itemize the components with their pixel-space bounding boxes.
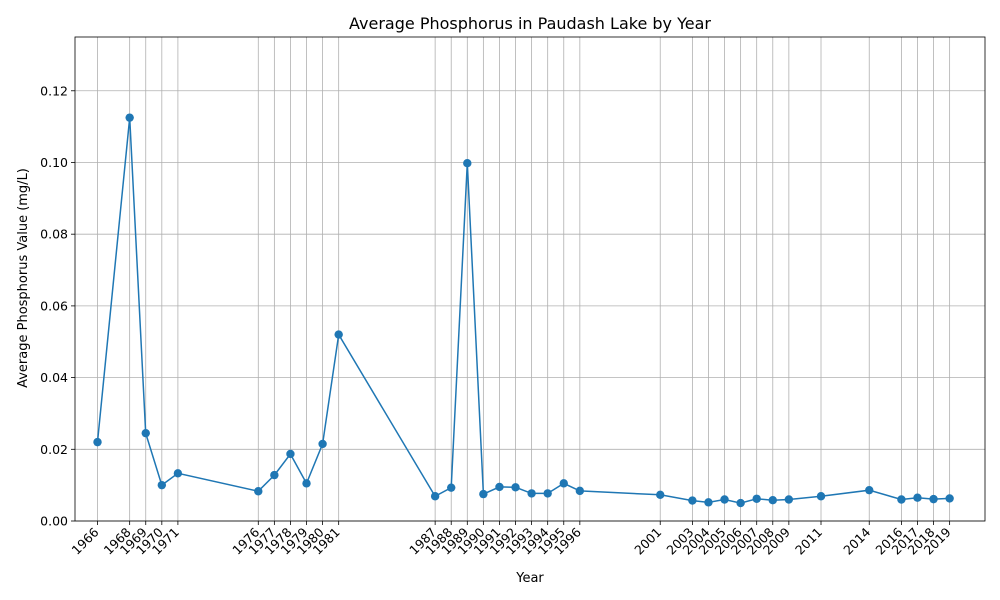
data-point <box>286 449 295 459</box>
data-point <box>736 498 745 508</box>
y-tick-label: 0.10 <box>40 155 68 170</box>
data-point <box>254 487 263 496</box>
data-point <box>430 492 440 501</box>
data-point <box>527 489 536 498</box>
data-point <box>334 330 343 339</box>
x-tick-label: 2001 <box>631 525 664 558</box>
data-point <box>656 490 665 500</box>
data-point <box>447 483 456 492</box>
chart-title: Average Phosphorus in Paudash Lake by Ye… <box>349 14 711 33</box>
x-tick-label: 2011 <box>792 525 825 558</box>
data-point <box>157 480 167 490</box>
data-point <box>141 428 150 438</box>
data-point <box>897 495 906 504</box>
y-tick-label: 0.08 <box>40 227 68 242</box>
data-point <box>816 492 826 501</box>
data-point <box>543 489 552 498</box>
x-axis-label: Year <box>515 571 544 586</box>
x-tick-label: 2014 <box>840 524 873 557</box>
data-point <box>511 483 520 492</box>
y-axis-label: Average Phosphorus Value (mg/L) <box>16 168 31 388</box>
x-tick-label: 1966 <box>69 524 102 557</box>
grid-lines <box>75 37 985 522</box>
data-point <box>173 469 183 478</box>
data-point <box>688 496 697 505</box>
y-tick-label: 0.02 <box>40 442 68 457</box>
data-point <box>865 485 874 495</box>
data-point <box>575 486 585 496</box>
data-point <box>559 479 568 488</box>
data-point <box>463 158 472 168</box>
data-point <box>913 493 922 502</box>
y-tick-label: 0.06 <box>40 298 68 313</box>
plot-frame <box>74 36 986 522</box>
data-point <box>768 496 777 505</box>
data-point <box>752 494 761 503</box>
data-point <box>479 489 488 499</box>
data-point <box>93 437 102 447</box>
data-point <box>784 495 794 504</box>
data-point <box>720 495 729 504</box>
data-point <box>302 479 311 488</box>
data-point <box>125 113 134 122</box>
data-point <box>270 470 279 480</box>
data-point <box>945 494 954 503</box>
data-point <box>318 439 327 449</box>
data-point <box>704 498 713 507</box>
data-markers <box>93 113 954 508</box>
data-point <box>495 482 504 492</box>
y-axis-ticks: 0.00 0.02 0.04 0.06 0.08 0.10 0.12 <box>40 83 75 529</box>
series-line <box>96 117 950 504</box>
data-point <box>929 494 938 504</box>
y-tick-label: 0.04 <box>40 370 68 385</box>
y-tick-label: 0.12 <box>40 83 68 98</box>
y-tick-label: 0.00 <box>40 514 68 529</box>
